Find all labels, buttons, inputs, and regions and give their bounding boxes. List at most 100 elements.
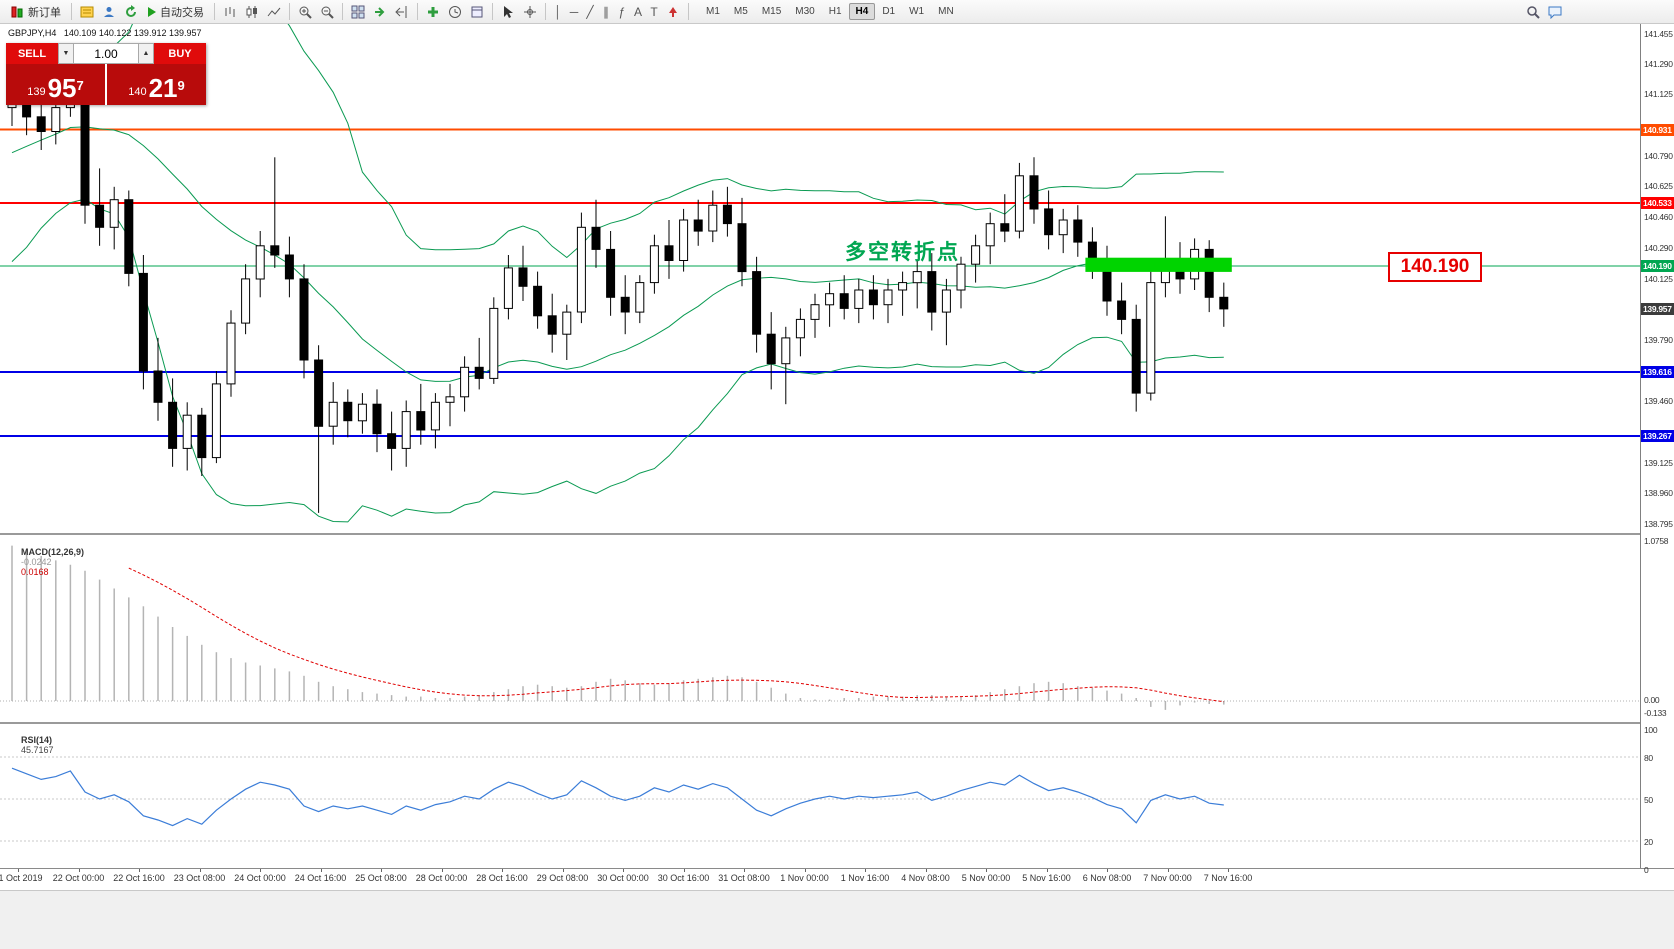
timeframe-button-D1[interactable]: D1 <box>882 6 896 17</box>
crosshair-icon[interactable] <box>519 1 541 23</box>
time-label: 22 Oct 16:00 <box>113 873 165 883</box>
panel-separator[interactable] <box>0 533 1674 535</box>
volume-input[interactable] <box>74 43 138 64</box>
time-tick <box>562 869 564 872</box>
symbol-ohlc-line: GBPJPY,H4 140.109 140.122 139.912 139.95… <box>8 28 202 38</box>
bid-price-big: 95 <box>47 73 77 103</box>
trendline-tool-icon[interactable]: ╱ <box>586 4 594 19</box>
time-tick <box>865 869 866 872</box>
arrows-tool-icon[interactable] <box>662 1 684 23</box>
macd-signal-value: 0.0168 <box>21 567 49 577</box>
cursor-icon[interactable] <box>497 1 519 23</box>
price-tick-label: 140.625 <box>1644 181 1673 192</box>
chart-annotation-text[interactable]: 多空转折点 <box>845 241 960 264</box>
time-label: 4 Nov 08:00 <box>901 873 950 883</box>
time-label: 5 Nov 16:00 <box>1022 873 1071 883</box>
macd-name: MACD(12,26,9) <box>21 547 85 557</box>
ask-price-button[interactable]: 140 21 9 <box>107 64 206 105</box>
macd-indicator-panel[interactable] <box>0 535 1640 722</box>
ask-price-small: 140 <box>128 86 147 98</box>
time-tick <box>18 869 19 872</box>
macd-scale-top: 1.0758 <box>1644 536 1669 546</box>
price-scale[interactable]: 1.0758 0.00 -0.133 141.455 141.290 141.125… <box>1640 24 1674 875</box>
tile-windows-icon[interactable] <box>347 1 369 23</box>
chat-icon[interactable] <box>1544 1 1566 23</box>
refresh-icon[interactable] <box>120 1 142 23</box>
toolbar-separator <box>214 3 215 20</box>
price-tick-label: 140.290 <box>1644 243 1673 254</box>
navigator-icon[interactable] <box>98 1 120 23</box>
price-badge-139.957: 139.957 <box>1641 302 1674 315</box>
time-label: 7 Nov 00:00 <box>1143 873 1192 883</box>
channel-tool-icon[interactable]: ∥ <box>603 4 609 19</box>
timeframe-button-M15[interactable]: M15 <box>761 6 782 17</box>
timeframe-button-H4[interactable]: H4 <box>848 3 876 20</box>
autotrade-label: 自动交易 <box>160 6 204 19</box>
zoom-in-icon[interactable] <box>294 1 316 23</box>
new-order-button[interactable]: 新订单 <box>4 1 67 23</box>
horizontal-line-tool-icon[interactable]: ─ <box>569 4 579 19</box>
fibonacci-tool-icon[interactable]: ƒ <box>618 4 626 19</box>
bar-chart-icon[interactable] <box>219 1 241 23</box>
time-tick <box>804 869 806 872</box>
toolbar-separator <box>688 3 689 20</box>
panel-separator[interactable] <box>0 722 1674 724</box>
time-label: 7 Nov 16:00 <box>1203 873 1253 883</box>
rsi-indicator-panel[interactable] <box>0 723 1640 868</box>
toolbar-separator <box>492 3 493 20</box>
text-tool-icon[interactable]: A <box>633 4 642 19</box>
chart-shift-icon[interactable] <box>391 1 413 23</box>
timeframe-button-M30[interactable]: M30 <box>795 6 815 17</box>
toolbar-separator <box>417 3 418 20</box>
toolbar: 新订单 自动交易 <box>0 0 1674 24</box>
time-scale[interactable]: 21 Oct 2019 22 Oct 00:00 22 Oct 16:00 23 Oc… <box>0 869 1640 890</box>
rsi-line <box>11 767 1224 827</box>
time-tick <box>1228 869 1229 872</box>
price-callout-box[interactable]: 140.190 <box>1388 252 1482 282</box>
timeframe-button-W1[interactable]: W1 <box>909 6 925 17</box>
price-tick-label: 141.125 <box>1644 89 1673 100</box>
timeframe-button-MN[interactable]: MN <box>938 6 954 17</box>
text-label-tool-icon[interactable]: T <box>650 4 658 19</box>
timeframe-button-M1[interactable]: M1 <box>706 6 720 17</box>
time-label: 24 Oct 16:00 <box>294 873 347 883</box>
vertical-line-tool-icon[interactable]: │ <box>554 4 562 19</box>
volume-decrease-button[interactable]: ▼ <box>58 43 74 64</box>
candles <box>7 52 1229 513</box>
candlestick-chart[interactable] <box>0 24 1640 533</box>
market-watch-icon[interactable] <box>76 1 98 23</box>
rsi-label: RSI(14) 45.7167 <box>6 725 54 765</box>
price-tick-label: 139.125 <box>1644 457 1673 468</box>
time-tick <box>78 869 80 872</box>
macd-label: MACD(12,26,9) -0.0242 0.0168 <box>6 537 84 587</box>
macd-scale-bottom: -0.133 <box>1644 708 1667 718</box>
time-label: 22 Oct 00:00 <box>52 873 105 883</box>
bid-price-button[interactable]: 139 95 7 <box>6 64 105 105</box>
candle-chart-icon[interactable] <box>241 1 263 23</box>
one-click-trading-panel: SELL ▼ ▲ BUY 139 95 7 140 21 9 <box>6 43 206 105</box>
time-label: 29 Oct 08:00 <box>536 873 589 883</box>
templates-icon[interactable] <box>466 1 488 23</box>
volume-increase-button[interactable]: ▲ <box>138 43 154 64</box>
periods-icon[interactable] <box>444 1 466 23</box>
autotrade-button[interactable]: 自动交易 <box>142 1 210 23</box>
time-tick <box>320 869 322 872</box>
time-tick <box>1107 869 1108 872</box>
highlight-zone[interactable] <box>1085 257 1232 272</box>
zoom-out-icon[interactable] <box>316 1 338 23</box>
rsi-scale-label: 100 <box>1644 725 1658 735</box>
line-chart-icon[interactable] <box>263 1 285 23</box>
auto-scroll-icon[interactable] <box>369 1 391 23</box>
indicators-icon[interactable] <box>422 1 444 23</box>
bid-price-sup: 7 <box>76 78 84 93</box>
search-icon[interactable] <box>1522 1 1544 23</box>
sell-button[interactable]: SELL <box>6 43 58 64</box>
rsi-level-lines <box>0 756 1640 842</box>
timeframe-button-M5[interactable]: M5 <box>733 6 748 17</box>
buy-button[interactable]: BUY <box>154 43 206 64</box>
time-tick <box>1046 869 1048 872</box>
timeframe-button-H1[interactable]: H1 <box>828 6 842 17</box>
autotrade-play-icon <box>148 6 156 17</box>
time-label: 23 Oct 08:00 <box>173 873 226 883</box>
time-label: 21 Oct 2019 <box>0 873 43 883</box>
